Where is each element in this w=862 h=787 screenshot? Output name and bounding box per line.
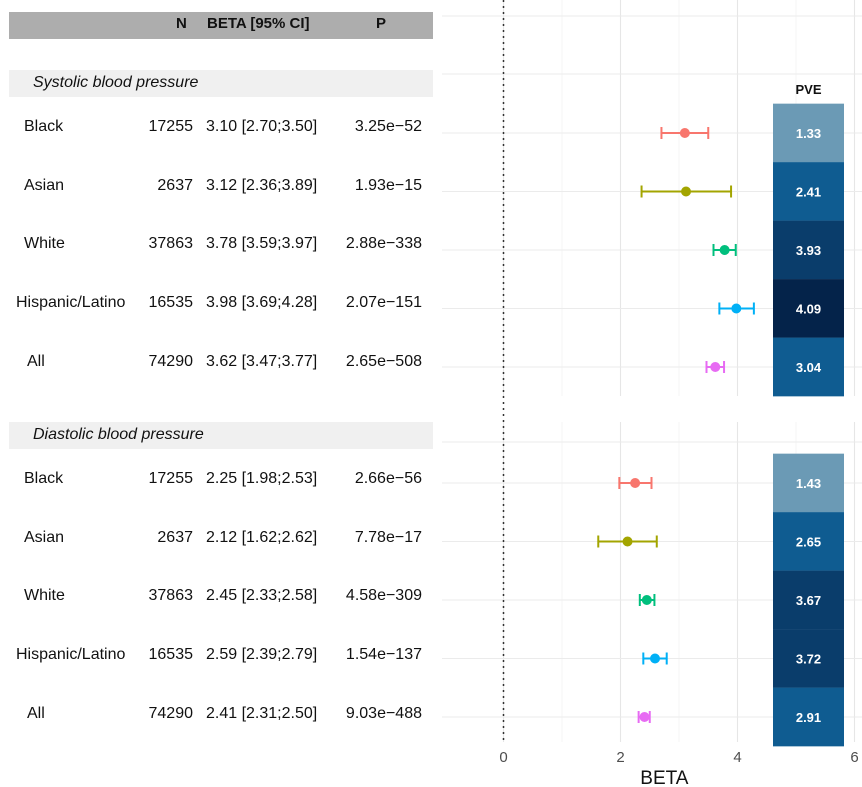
row-group-label: Black [24,118,64,135]
beta-point [630,478,641,488]
beta-point [681,186,692,197]
row-p-value: 2.65e−508 [345,352,422,370]
pve-tile [773,337,844,397]
row-n-value: 74290 [148,704,194,722]
row-p-value: 1.93e−15 [354,176,422,194]
beta-point [639,712,650,722]
pve-value-label: 1.33 [796,126,821,141]
row-group-label: White [24,235,65,253]
beta-point [641,595,652,605]
row-p-value: 7.78e−17 [354,528,422,546]
row-n-value: 37863 [148,587,194,605]
beta-point [679,128,690,138]
row-beta-ci: 3.78 [3.59;3.97] [206,235,318,253]
pve-tile [773,570,844,630]
pve-value-label: 3.67 [796,593,821,608]
row-beta-ci: 2.12 [1.62;2.62] [206,528,318,546]
pve-tile [773,103,844,163]
x-axis-label: BETA [640,768,689,787]
pve-tile [773,629,844,688]
x-tick-label: 6 [850,749,858,766]
header-n: N [176,15,187,32]
row-beta-ci: 3.12 [2.36;3.89] [206,176,318,194]
pve-tile [773,453,844,513]
row-n-value: 2637 [157,176,193,194]
row-group-label: Asian [24,528,65,546]
pve-value-label: 2.91 [796,710,821,725]
results-table: N BETA [95% CI] P Systolic blood pressur… [9,12,433,722]
row-p-value: 2.88e−338 [345,235,422,253]
beta-point [731,303,742,314]
row-n-value: 74290 [148,352,194,370]
x-tick-label: 4 [733,749,741,766]
x-tick-label: 0 [499,749,507,766]
section-title: Systolic blood pressure [33,74,199,91]
pve-tile [773,220,844,280]
row-beta-ci: 2.25 [1.98;2.53] [206,470,318,487]
row-beta-ci: 2.41 [2.31;2.50] [206,704,318,722]
section-header: Systolic blood pressure [9,70,433,97]
row-n-value: 16535 [148,294,194,312]
row-beta-ci: 2.45 [2.33;2.58] [206,587,318,605]
row-n-value: 37863 [148,235,194,253]
pve-value-label: 2.65 [796,535,821,550]
pve-tile [773,512,844,571]
pve-value-label: 4.09 [796,302,821,317]
row-n-value: 17255 [148,118,194,135]
beta-point [650,653,661,664]
pve-tile [773,279,844,338]
pve-value-label: 1.43 [796,476,821,491]
row-beta-ci: 3.62 [3.47;3.77] [206,352,318,370]
row-p-value: 2.66e−56 [354,470,422,487]
row-beta-ci: 3.10 [2.70;3.50] [206,118,318,135]
row-beta-ci: 3.98 [3.69;4.28] [206,294,318,312]
table-header-bar [9,12,433,39]
row-p-value: 3.25e−52 [354,118,422,135]
row-group-label: Black [24,470,64,487]
row-p-value: 1.54e−137 [345,646,422,664]
beta-point [719,245,730,255]
pve-header-label: PVE [795,82,821,97]
pve-value-label: 2.41 [796,185,821,200]
pve-tile [773,162,844,221]
row-beta-ci: 2.59 [2.39;2.79] [206,646,318,664]
pve-value-label: 3.72 [796,652,821,667]
beta-point [710,362,721,372]
row-n-value: 2637 [157,528,193,546]
pve-value-label: 3.04 [796,360,822,375]
row-group-label: Hispanic/Latino [16,646,126,664]
row-group-label: All [27,352,45,370]
pve-value-label: 3.93 [796,243,821,258]
pve-tile [773,687,844,747]
row-n-value: 16535 [148,646,194,664]
x-tick-label: 2 [616,749,624,766]
row-group-label: White [24,587,65,605]
row-group-label: Hispanic/Latino [16,294,126,312]
row-p-value: 9.03e−488 [345,704,422,722]
row-group-label: All [27,704,45,722]
section-title: Diastolic blood pressure [33,426,204,443]
section-header: Diastolic blood pressure [9,422,433,449]
row-p-value: 2.07e−151 [345,294,422,312]
header-p: P [376,15,387,32]
row-p-value: 4.58e−309 [345,587,422,605]
row-n-value: 17255 [148,470,194,487]
beta-point [622,536,633,547]
header-beta: BETA [95% CI] [207,15,310,32]
row-group-label: Asian [24,176,65,194]
